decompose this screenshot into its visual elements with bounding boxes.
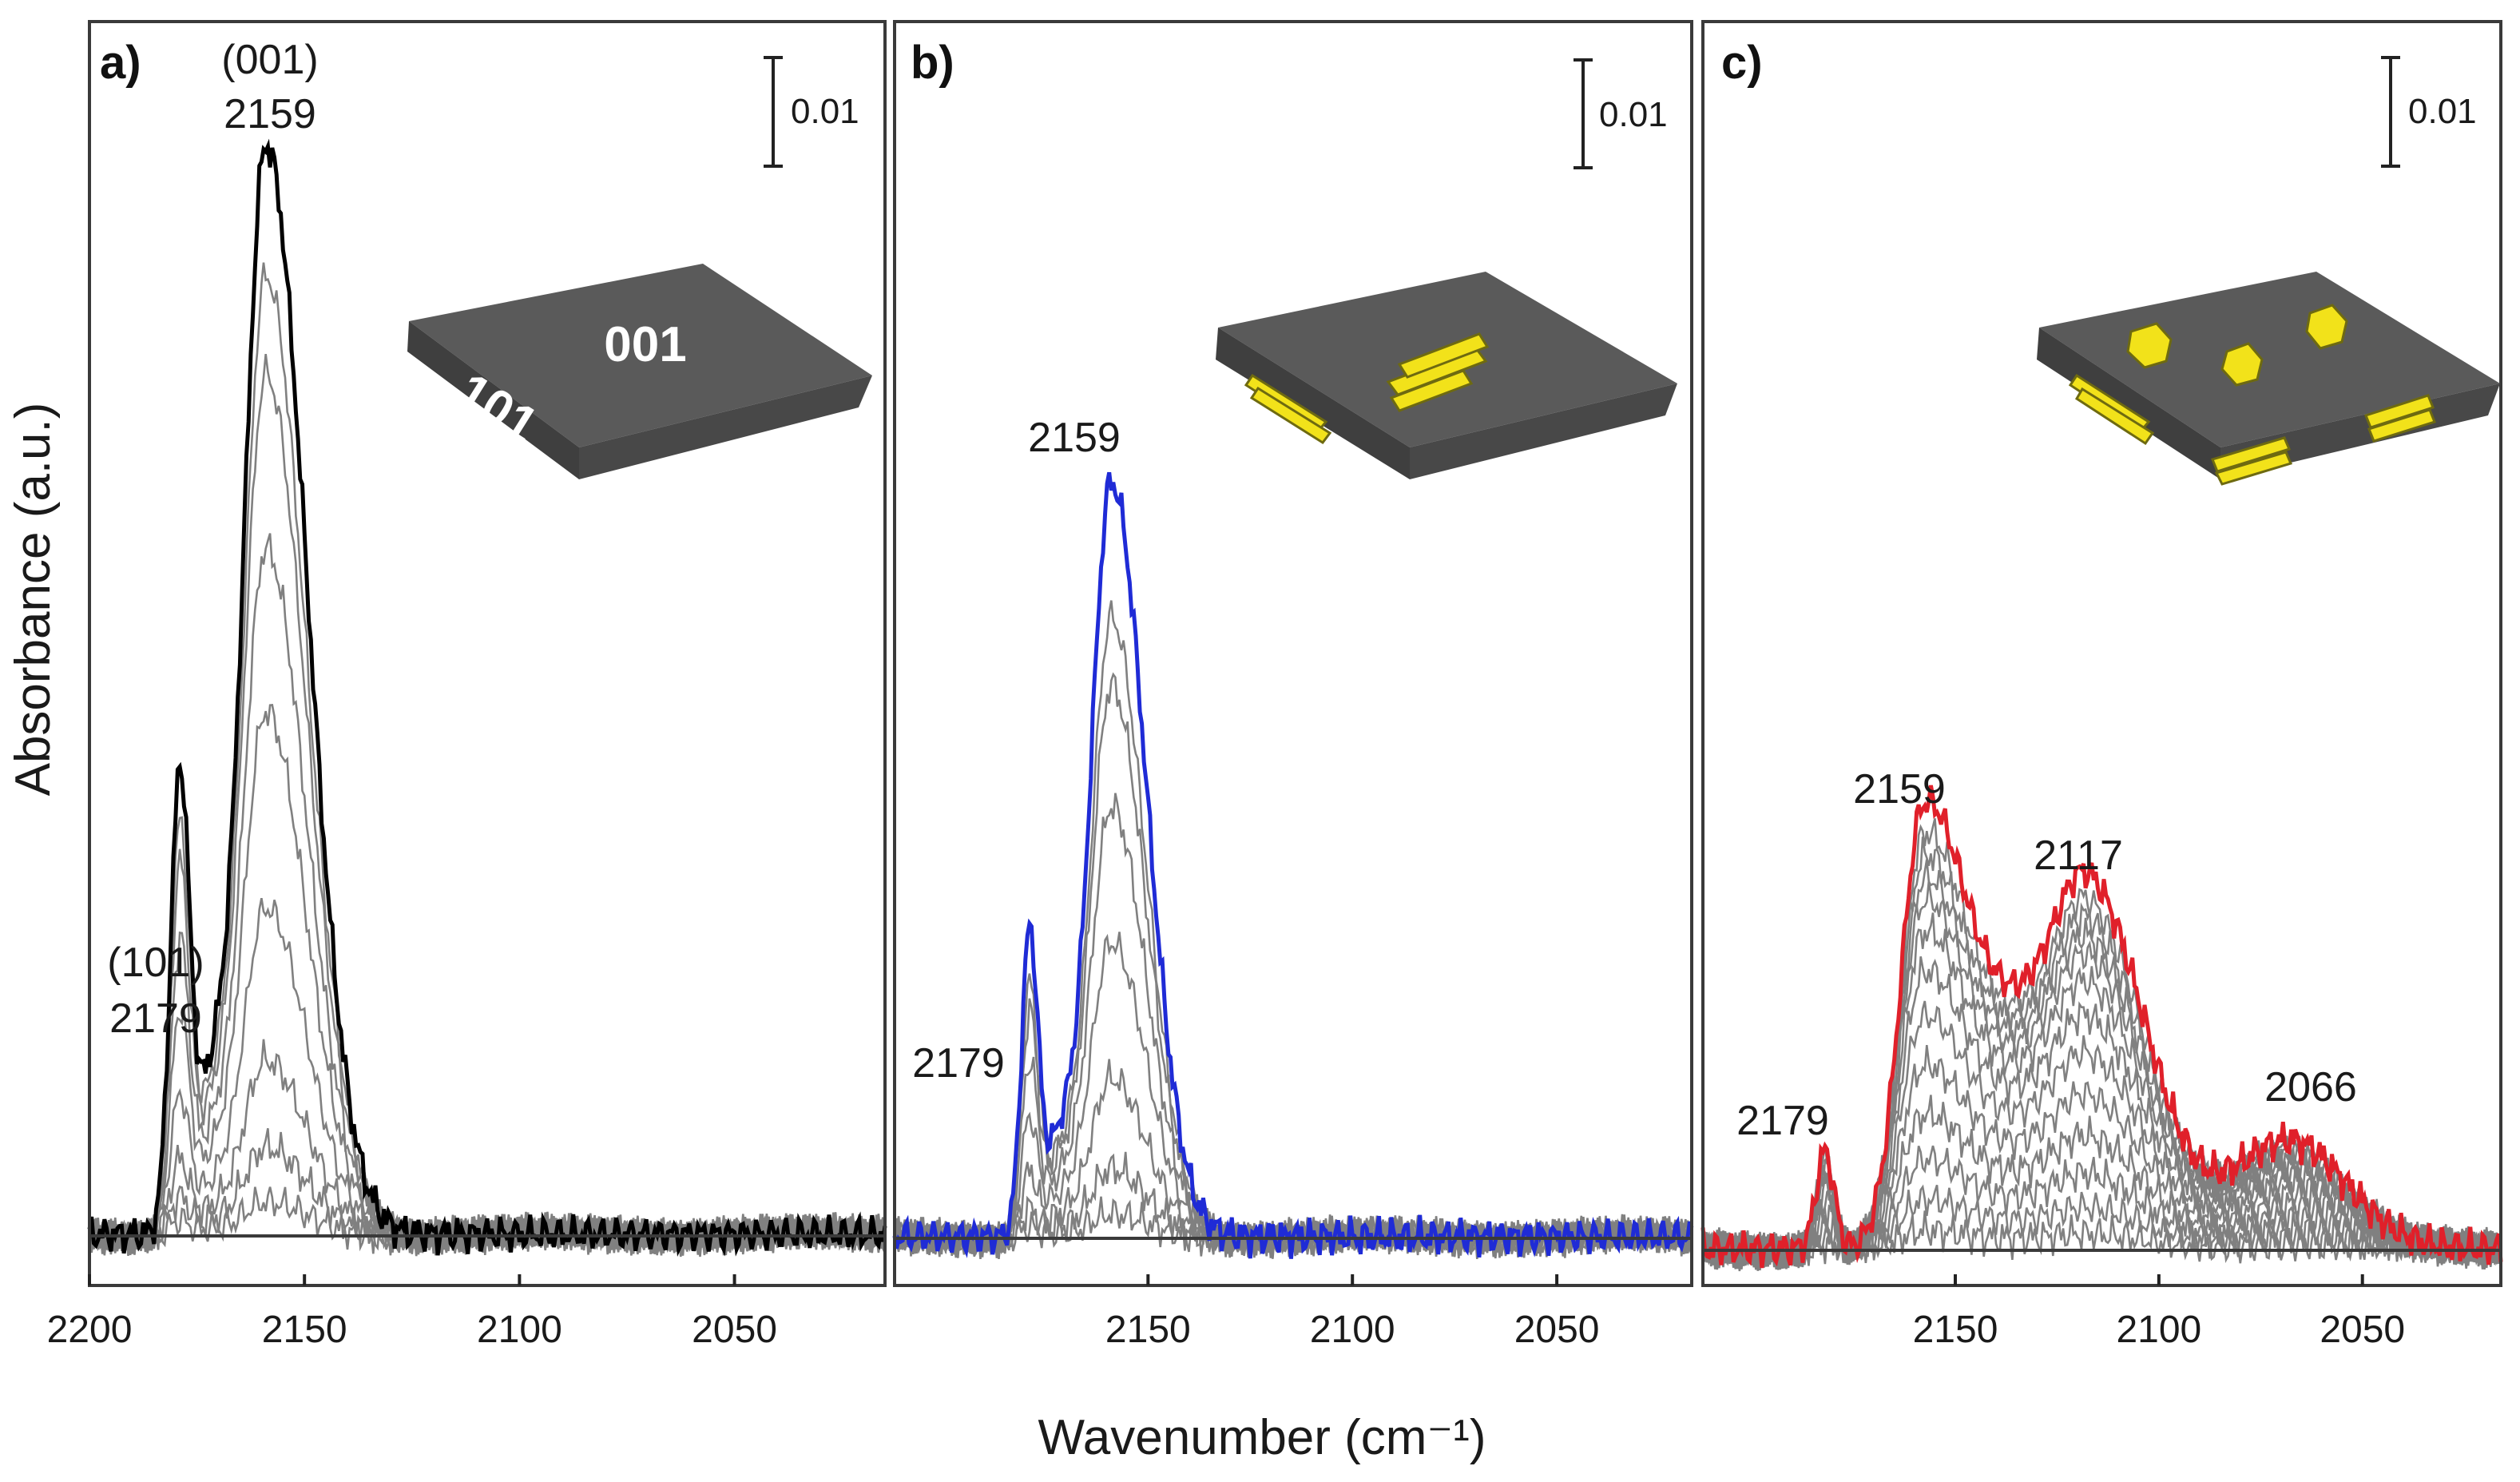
panel-c-x-axis: 2150 2100 2050 [1913, 1274, 2405, 1351]
x-tick-label: 2100 [2116, 1309, 2201, 1351]
x-tick-label: 2100 [1310, 1309, 1395, 1351]
panel-b-peak-2159-label: 2159 [1028, 415, 1121, 461]
nanorods-edges [2068, 373, 2436, 486]
panel-c-crystal-inset [2037, 272, 2500, 486]
nanoparticles-top [2126, 304, 2348, 387]
panel-b-label: b) [911, 37, 954, 89]
panel-a-facet-101: (101) [107, 940, 204, 986]
panel-b-peak-2179-label: 2179 [912, 1040, 1005, 1087]
x-tick-label: 2050 [2320, 1309, 2405, 1351]
series-line [88, 703, 887, 1256]
panel-c-peak-2179-label: 2179 [1736, 1098, 1829, 1144]
crystal-side-face [1216, 328, 1410, 479]
x-tick-label: 2100 [477, 1309, 562, 1351]
panel-c-frame [1701, 20, 2502, 1287]
x-tick-label: 2050 [692, 1309, 777, 1351]
crystal-top-face [409, 264, 872, 447]
panel-c-curves [1701, 785, 2503, 1272]
panel-c-peak-2117-label: 2117 [2034, 832, 2123, 879]
y-axis-title: Absorbance (a.u.) [6, 403, 61, 797]
panel-b-x-axis: 2150 2100 2050 [1105, 1274, 1600, 1351]
panel-a-label: a) [100, 37, 141, 89]
series-line [893, 932, 1693, 1260]
panel-a-crystal-inset: 001 101 [407, 264, 872, 479]
crystal-top-face [2039, 272, 2500, 447]
series-line [88, 533, 887, 1256]
x-tick-label: 2150 [1105, 1309, 1191, 1351]
panel-a-scale-bar: 0.01 [764, 56, 859, 168]
panel-b-scale-bar: 0.01 [1574, 58, 1668, 169]
panel-c-scale-bar-label: 0.01 [2408, 92, 2477, 131]
panel-a-scale-bar-label: 0.01 [791, 92, 859, 131]
panel-b-frame [893, 20, 1693, 1287]
panel-b: 2150 2100 2050 b) 0.01 2159 2179 [892, 20, 1694, 1351]
panel-a-x-axis: 2200 2150 2100 2050 [47, 1274, 777, 1351]
panel-a-frame [88, 20, 887, 1287]
panel-c-scale-bar: 0.01 [2381, 56, 2477, 168]
panel-a-curves [87, 138, 887, 1258]
x-tick-label: 2150 [1913, 1309, 1998, 1351]
panel-c-label: c) [1721, 37, 1763, 89]
x-tick-label: 2200 [47, 1309, 133, 1351]
x-tick-label: 2150 [262, 1309, 347, 1351]
crystal-front-face [579, 375, 872, 479]
panel-a-peak-2179-label: 2179 [109, 995, 202, 1042]
facet-label-001: 001 [604, 317, 686, 372]
panel-a-facet-001: (001) [221, 37, 318, 83]
panel-b-crystal-inset [1216, 272, 1677, 479]
panel-c-peak-2066-label: 2066 [2264, 1064, 2357, 1111]
x-tick-label: 2050 [1514, 1309, 1600, 1351]
series-line-max-coverage [1701, 785, 2503, 1269]
series-line-max-coverage [892, 471, 1694, 1259]
crystal-side-face [2037, 328, 2220, 479]
x-axis-title: Wavenumber (cm⁻¹) [1038, 1410, 1486, 1465]
panel-b-curves [892, 471, 1694, 1260]
panel-c-peak-2159-label: 2159 [1853, 766, 1946, 813]
crystal-front-face [1410, 383, 1677, 479]
panel-b-scale-bar-label: 0.01 [1599, 95, 1668, 134]
nanorod-side [1244, 373, 1332, 445]
panel-a: 2200 2150 2100 2050 a) 0.01 (001) 2159 (101… [47, 20, 887, 1351]
crystal-side-face [407, 321, 579, 479]
panel-c: 2150 2100 2050 c) 0.01 2159 2117 2066 2179 [1701, 20, 2503, 1351]
series-line-max-coverage [87, 138, 887, 1258]
panel-a-peak-2159-label: 2159 [224, 91, 316, 137]
nanorod-top [1386, 332, 1490, 412]
